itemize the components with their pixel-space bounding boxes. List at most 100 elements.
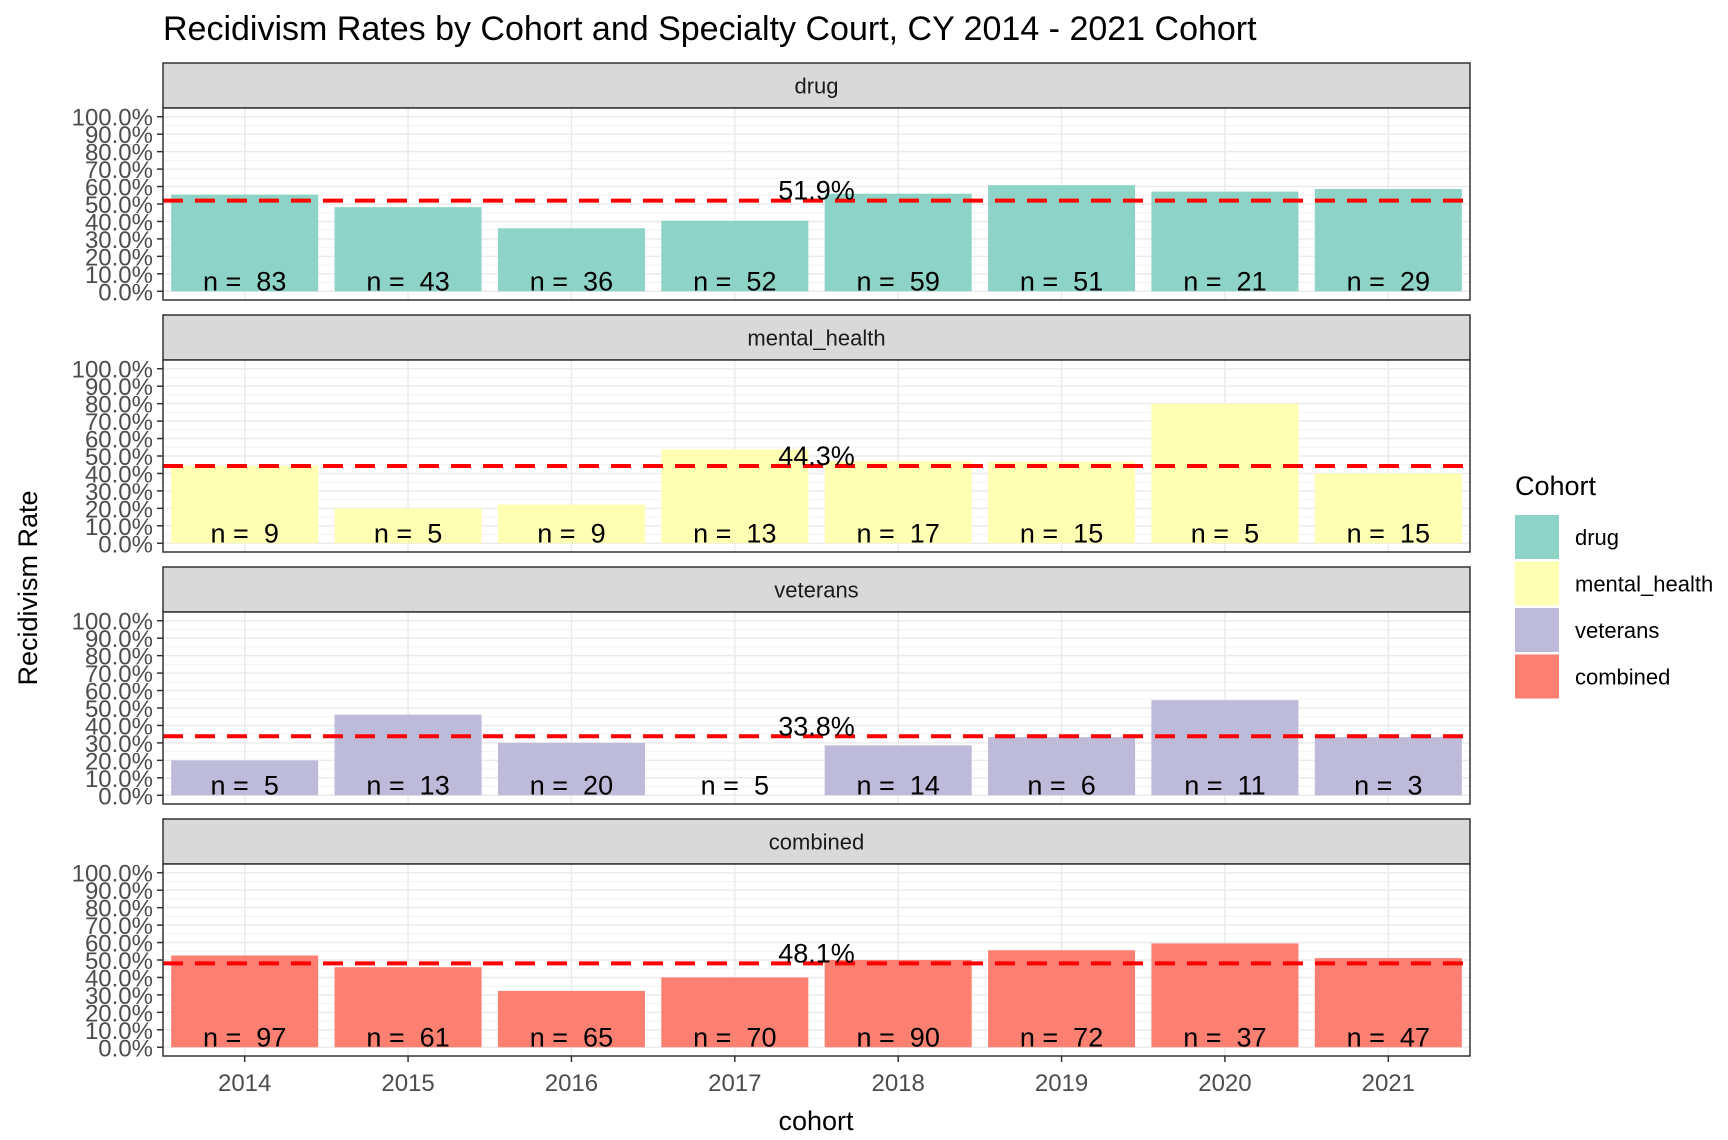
y-tick-label: 30.0%	[85, 983, 153, 1010]
y-tick-label: 100.0%	[72, 609, 153, 636]
bar-mental_health-2015	[334, 508, 482, 544]
n-label-mental_health-2015: n = 5	[374, 518, 442, 548]
x-tick-label-2015: 2015	[381, 1070, 434, 1097]
n-label-drug-2019: n = 51	[1020, 266, 1103, 296]
legend-key-mental_health	[1515, 561, 1559, 606]
mean-label-combined: 48.1%	[778, 938, 855, 968]
y-tick-label: 10.0%	[85, 766, 153, 793]
bar-veterans-2019	[988, 737, 1136, 796]
y-tick-label: 70.0%	[85, 913, 153, 940]
bar-combined-2015	[334, 967, 482, 1048]
n-label-veterans-2015: n = 13	[366, 770, 449, 800]
n-label-drug-2020: n = 21	[1183, 266, 1266, 296]
panel-veterans: veterans 33.8% n = 5 n = 13 n = 20 n = 5 n = 1…	[72, 566, 1471, 810]
y-tick-label: 100.0%	[72, 357, 153, 384]
y-tick-label: 50.0%	[85, 192, 153, 219]
n-label-mental_health-2016: n = 9	[537, 518, 605, 548]
panel-border	[162, 107, 1471, 301]
bar-combined-2021	[1314, 958, 1462, 1048]
bar-drug-2018	[824, 193, 972, 292]
strip-label: veterans	[774, 578, 858, 603]
n-label-combined-2014: n = 97	[203, 1022, 286, 1052]
bar-drug-2017	[661, 220, 809, 292]
n-label-combined-2015: n = 61	[366, 1022, 449, 1052]
y-tick-label: 80.0%	[85, 140, 153, 167]
y-tick-label: 50.0%	[85, 444, 153, 471]
y-tick-label: 40.0%	[85, 461, 153, 488]
y-tick-label: 50.0%	[85, 696, 153, 723]
y-tick-label: 40.0%	[85, 965, 153, 992]
x-axis-title: cohort	[778, 1106, 854, 1136]
bar-mental_health-2014	[171, 465, 319, 544]
y-tick-label: 90.0%	[85, 878, 153, 905]
panel-drug: drug 51.9% n = 83 n = 43 n = 36 n = 52 n = 59 n…	[72, 62, 1471, 306]
n-label-mental_health-2018: n = 17	[857, 518, 940, 548]
y-tick-label: 90.0%	[85, 374, 153, 401]
bar-mental_health-2021	[1314, 473, 1462, 544]
bar-combined-2016	[497, 990, 645, 1048]
y-tick-label: 90.0%	[85, 626, 153, 653]
n-label-veterans-2017: n = 5	[701, 770, 769, 800]
n-label-veterans-2016: n = 20	[530, 770, 613, 800]
legend-key-drug	[1515, 515, 1559, 559]
panel-border	[162, 359, 1471, 553]
y-tick-label: 70.0%	[85, 661, 153, 688]
legend-label-veterans: veterans	[1575, 618, 1659, 643]
y-tick-label: 30.0%	[85, 227, 153, 254]
n-label-drug-2014: n = 83	[203, 266, 286, 296]
x-tick-label-2016: 2016	[545, 1070, 598, 1097]
mean-label-drug: 51.9%	[778, 176, 855, 206]
panel-combined: combined 48.1% n = 97 n = 61 n = 65 n = 70 n =…	[72, 818, 1471, 1062]
y-tick-label: 100.0%	[72, 105, 153, 132]
y-tick-label: 10.0%	[85, 514, 153, 541]
y-tick-label: 20.0%	[85, 1000, 153, 1027]
y-tick-label: 50.0%	[85, 948, 153, 975]
n-label-mental_health-2021: n = 15	[1347, 518, 1430, 548]
bar-mental_health-2019	[988, 461, 1136, 544]
bar-veterans-2021	[1314, 737, 1462, 796]
bar-drug-2016	[497, 228, 645, 292]
y-tick-label: 60.0%	[85, 427, 153, 454]
panel-mental_health: mental_health 44.3% n = 9 n = 5 n = 9 n = 13 n…	[72, 314, 1471, 558]
bar-veterans-2020	[1151, 700, 1299, 796]
y-tick-label: 20.0%	[85, 244, 153, 271]
strip-mental_health	[162, 314, 1471, 361]
y-tick-label: 20.0%	[85, 748, 153, 775]
y-tick-label: 40.0%	[85, 713, 153, 740]
bar-drug-2020	[1151, 191, 1299, 292]
strip-veterans	[162, 566, 1471, 613]
n-label-mental_health-2019: n = 15	[1020, 518, 1103, 548]
n-label-drug-2016: n = 36	[530, 266, 613, 296]
y-tick-label: 70.0%	[85, 409, 153, 436]
y-tick-label: 90.0%	[85, 122, 153, 149]
n-label-drug-2021: n = 29	[1347, 266, 1430, 296]
bar-veterans-2015	[334, 714, 482, 796]
y-tick-label: 60.0%	[85, 175, 153, 202]
mean-label-veterans: 33.8%	[778, 711, 855, 741]
bar-drug-2019	[988, 185, 1136, 292]
x-tick-label-2021: 2021	[1362, 1070, 1415, 1097]
n-label-combined-2017: n = 70	[693, 1022, 776, 1052]
chart-title: Recidivism Rates by Cohort and Specialty…	[163, 10, 1257, 48]
n-label-veterans-2018: n = 14	[857, 770, 940, 800]
y-tick-label: 20.0%	[85, 496, 153, 523]
y-tick-label: 0.0%	[98, 279, 153, 306]
y-tick-label: 60.0%	[85, 931, 153, 958]
strip-drug	[162, 62, 1471, 109]
y-tick-label: 100.0%	[72, 861, 153, 888]
n-label-combined-2016: n = 65	[530, 1022, 613, 1052]
panel-border	[162, 611, 1471, 805]
y-tick-label: 10.0%	[85, 262, 153, 289]
legend-key-combined	[1515, 654, 1559, 699]
legend-label-combined: combined	[1575, 665, 1670, 690]
strip-label: drug	[794, 74, 838, 99]
n-label-mental_health-2017: n = 13	[693, 518, 776, 548]
y-tick-label: 80.0%	[85, 644, 153, 671]
bar-mental_health-2016	[497, 504, 645, 544]
bar-drug-2015	[334, 207, 482, 292]
x-tick-label-2018: 2018	[871, 1070, 924, 1097]
bar-combined-2014	[171, 955, 319, 1048]
n-label-veterans-2021: n = 3	[1354, 770, 1422, 800]
x-tick-label-2019: 2019	[1035, 1070, 1088, 1097]
